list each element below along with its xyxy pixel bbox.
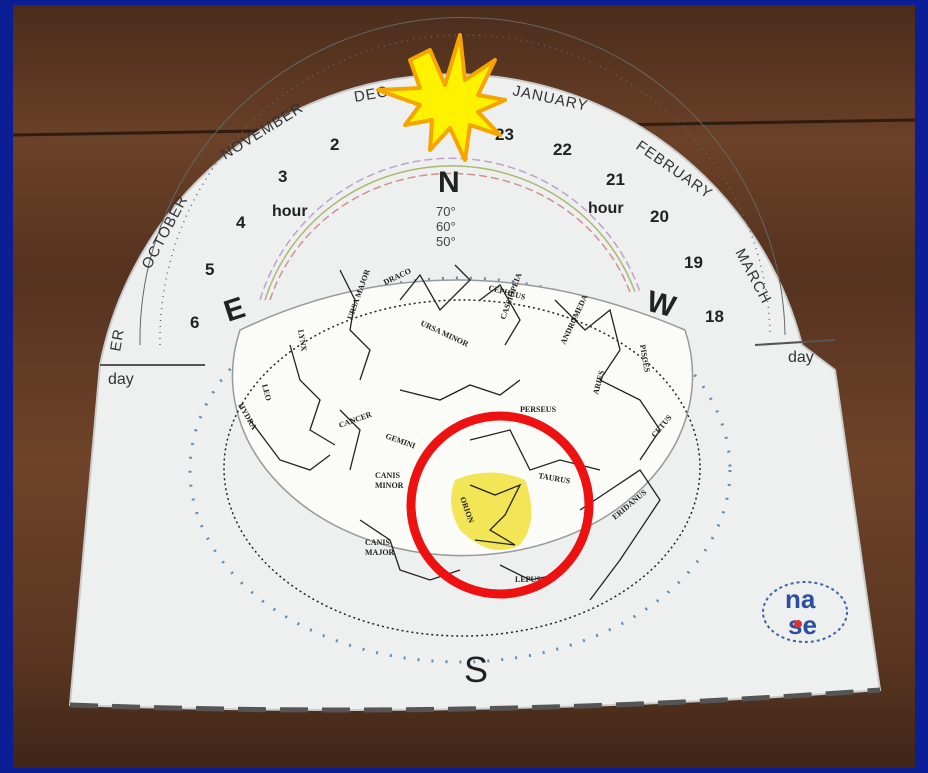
hour-label: hour <box>588 200 624 217</box>
hour-number: 2 <box>330 135 339 154</box>
hour-number: 19 <box>684 253 703 272</box>
altitude-label: 50° <box>436 234 456 249</box>
altitude-label: 70° <box>436 204 456 219</box>
hour-number: 4 <box>236 213 246 232</box>
day-label: day <box>108 371 134 388</box>
hour-number: 21 <box>606 170 625 189</box>
hour-number: 3 <box>278 167 287 186</box>
altitude-label: 60° <box>436 219 456 234</box>
day-label: day <box>788 349 814 366</box>
compass-north: N <box>438 166 460 199</box>
constellation-label: PERSEUS <box>520 405 557 414</box>
constellation-label: CANIS <box>365 538 390 547</box>
logo-text: se <box>788 610 817 640</box>
compass-south: S <box>464 649 488 690</box>
photo: URSA MAJOR DRACO URSA MINOR CEPHEUS CASS… <box>0 0 928 773</box>
constellation-label: MINOR <box>375 481 404 490</box>
hour-number: 20 <box>650 207 669 226</box>
hour-label: hour <box>272 203 308 220</box>
logo-dot <box>794 620 802 628</box>
hour-number: 5 <box>205 260 214 279</box>
constellation-label: CANIS <box>375 471 400 480</box>
hour-number: 22 <box>553 140 572 159</box>
constellation-label: MAJOR <box>365 548 395 557</box>
hour-number: 18 <box>705 307 724 326</box>
hour-number: 6 <box>190 313 199 332</box>
